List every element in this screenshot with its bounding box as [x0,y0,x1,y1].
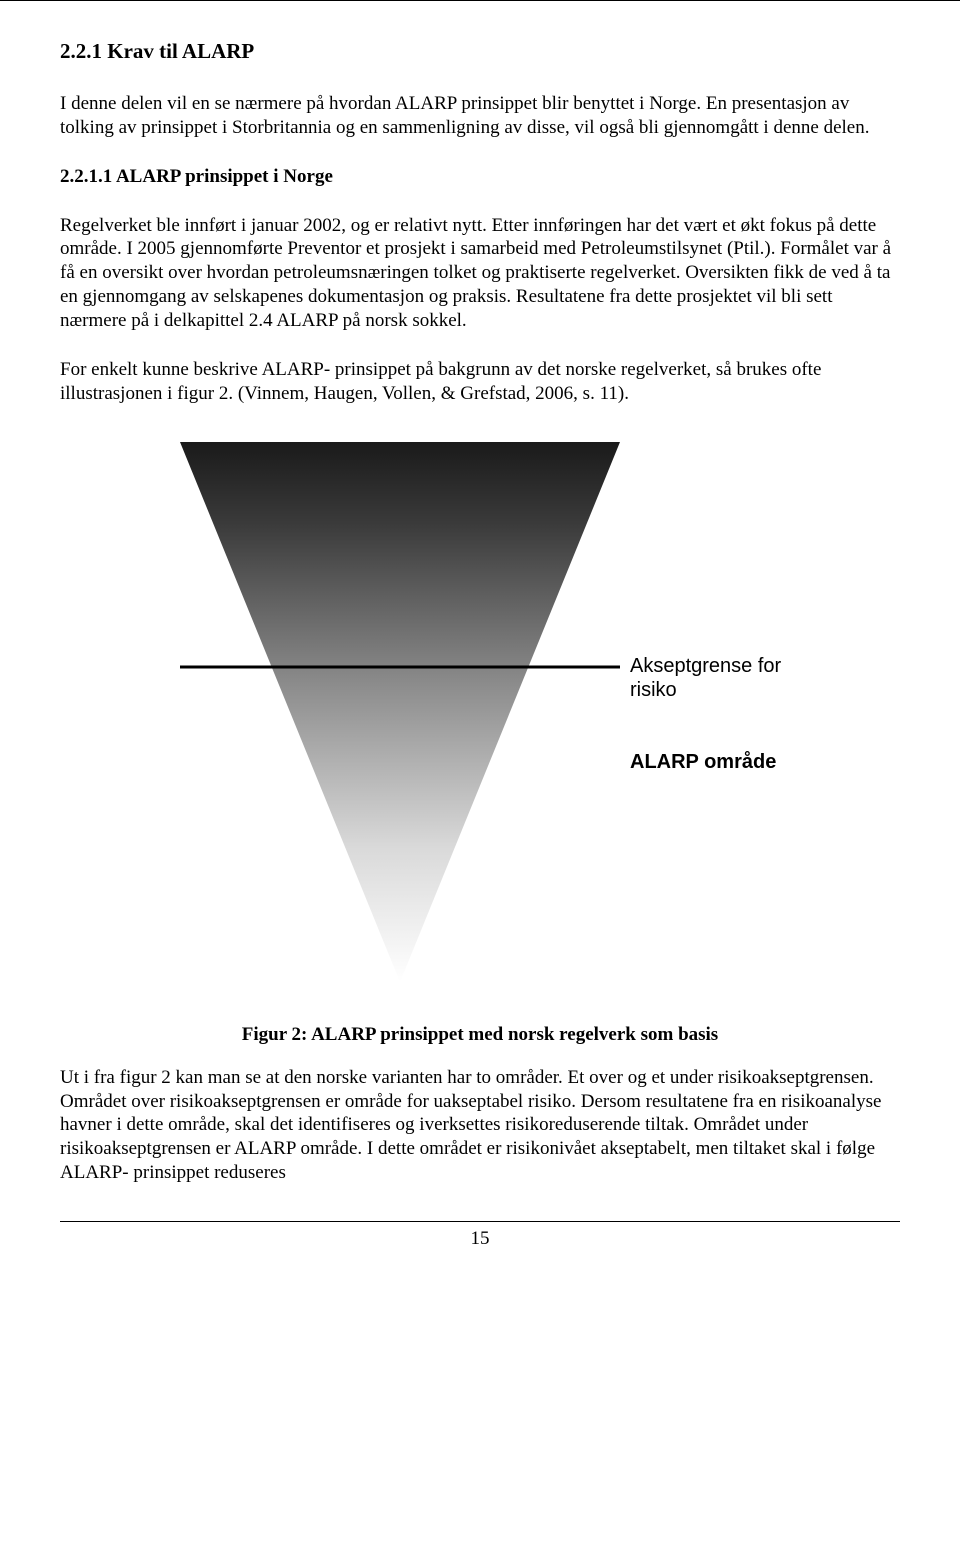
paragraph-figur-forklaring: Ut i fra figur 2 kan man se at den norsk… [60,1066,900,1185]
triangle-shape [180,442,620,982]
figure-alarp-triangle: Akseptgrense for risiko ALARP område Fig… [60,432,900,1046]
paragraph-figur-ref: For enkelt kunne beskrive ALARP- prinsip… [60,358,900,406]
heading-alarp-norge: 2.2.1.1 ALARP prinsippet i Norge [60,166,900,188]
page-number: 15 [471,1228,490,1249]
label-akseptgrense: Akseptgrense for risiko [630,654,810,702]
figure-caption: Figur 2: ALARP prinsippet med norsk rege… [242,1024,718,1046]
alarp-triangle-svg [160,432,800,1012]
paragraph-intro: I denne delen vil en se nærmere på hvord… [60,92,900,140]
content: 2.2.1 Krav til ALARP I denne delen vil e… [60,39,900,1185]
page-container: 2.2.1 Krav til ALARP I denne delen vil e… [0,0,960,1280]
heading-krav-til-alarp: 2.2.1 Krav til ALARP [60,39,900,64]
page-footer: 15 [60,1221,900,1250]
paragraph-regelverk: Regelverket ble innført i januar 2002, o… [60,214,900,333]
label-alarp-omrade: ALARP område [630,750,776,774]
figure-canvas: Akseptgrense for risiko ALARP område [160,432,800,1012]
